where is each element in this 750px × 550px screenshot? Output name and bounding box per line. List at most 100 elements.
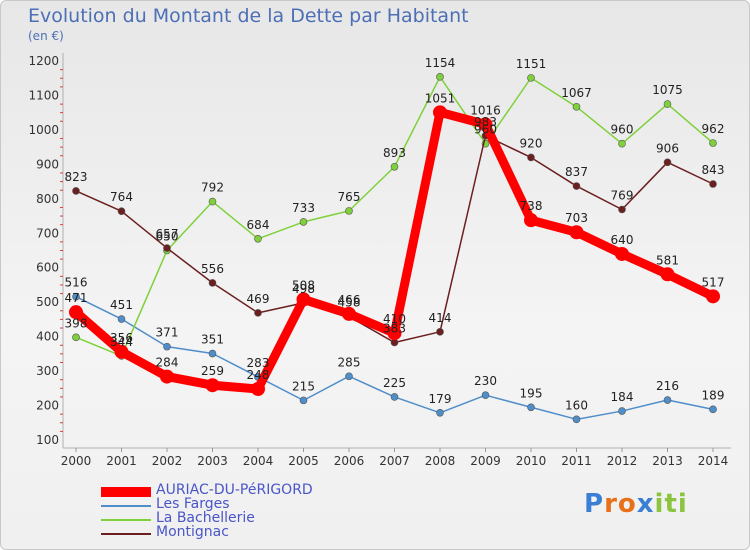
logo-letter: P: [584, 489, 605, 519]
y-tick-label: 700: [36, 226, 59, 240]
data-point: [436, 328, 444, 336]
data-label: 960: [611, 123, 634, 137]
logo-letter: r: [604, 489, 618, 519]
data-point: [572, 415, 581, 424]
data-label: 1151: [516, 57, 547, 71]
x-tick-label: 2001: [106, 454, 137, 468]
data-label: 398: [65, 316, 88, 330]
x-tick-label: 2011: [561, 454, 592, 468]
y-tick-label: 100: [36, 433, 59, 447]
data-label: 184: [611, 390, 634, 404]
data-label: 765: [338, 190, 361, 204]
y-tick-label: 400: [36, 330, 59, 344]
data-point: [254, 234, 262, 243]
y-tick-label: 500: [36, 295, 59, 309]
data-label: 920: [520, 136, 543, 150]
data-point: [299, 218, 308, 226]
logo-letter: i: [654, 489, 665, 519]
logo-letter: o: [617, 489, 637, 519]
data-label: 225: [383, 376, 406, 390]
unit-label: (en €): [28, 29, 64, 43]
data-label: 983: [474, 115, 497, 129]
data-point: [208, 349, 217, 358]
data-point: [163, 342, 171, 351]
data-point: [615, 246, 629, 261]
data-point: [709, 405, 717, 414]
data-label: 285: [338, 355, 361, 369]
data-point: [524, 213, 538, 228]
x-tick-label: 2000: [61, 454, 92, 468]
data-point: [618, 205, 626, 214]
data-point: [160, 369, 174, 384]
data-point: [660, 267, 675, 282]
data-label: 1067: [561, 86, 592, 100]
y-tick-label: 1100: [28, 88, 59, 102]
data-label: 344: [110, 335, 133, 349]
legend-swatch: [101, 505, 151, 507]
data-label: 466: [338, 293, 361, 307]
logo-letter: t: [664, 489, 678, 519]
x-tick-label: 2002: [152, 454, 183, 468]
data-label: 469: [247, 292, 270, 306]
data-label: 383: [383, 321, 406, 335]
data-point: [433, 105, 447, 120]
x-tick-label: 2005: [288, 454, 319, 468]
data-label: 160: [565, 398, 588, 412]
data-point: [663, 158, 672, 167]
legend-swatch: [101, 487, 151, 497]
data-point: [299, 396, 308, 405]
y-tick-label: 200: [36, 399, 59, 413]
data-label: 230: [474, 374, 497, 388]
data-label: 650: [156, 230, 179, 244]
data-point: [527, 74, 535, 82]
data-point: [117, 207, 126, 216]
data-label: 414: [429, 311, 452, 325]
data-label: 351: [201, 333, 224, 347]
data-point: [72, 333, 80, 342]
data-label: 733: [292, 201, 315, 215]
data-point: [72, 187, 80, 195]
data-point: [345, 372, 353, 381]
data-point: [572, 103, 581, 111]
data-label: 893: [383, 146, 406, 160]
data-label: 843: [702, 163, 725, 177]
legend-label: Montignac: [156, 524, 229, 540]
x-tick-label: 2008: [425, 454, 456, 468]
data-label: 657: [156, 227, 179, 241]
data-point: [390, 393, 399, 401]
x-tick-label: 2012: [607, 454, 638, 468]
data-point: [72, 292, 80, 301]
data-label: 356: [110, 331, 133, 345]
y-tick-label: 1200: [28, 54, 59, 68]
data-label: 458: [338, 296, 361, 310]
data-label: 792: [201, 181, 224, 195]
legend-label: AURIAC-DU-PéRIGORD: [156, 482, 313, 498]
data-label: 764: [110, 190, 133, 204]
data-point: [345, 207, 353, 215]
data-label: 284: [156, 356, 179, 370]
x-tick-label: 2014: [698, 454, 729, 468]
data-label: 823: [65, 170, 88, 184]
data-point: [618, 139, 626, 148]
data-label: 703: [565, 211, 588, 225]
data-label: 738: [520, 199, 543, 213]
data-point: [296, 292, 311, 307]
y-tick-label: 600: [36, 261, 59, 275]
data-point: [481, 391, 490, 400]
legend-swatch: [101, 533, 151, 535]
data-point: [618, 407, 626, 415]
legend-label: Les Farges: [156, 496, 230, 512]
data-point: [69, 305, 83, 320]
x-tick-label: 2009: [470, 454, 501, 468]
x-tick-label: 2006: [334, 454, 365, 468]
data-label: 684: [247, 218, 270, 232]
logo-letter: x: [636, 489, 655, 519]
data-point: [205, 378, 220, 393]
y-tick-label: 900: [36, 157, 59, 171]
data-label: 283: [247, 356, 270, 370]
x-tick-label: 2007: [379, 454, 410, 468]
data-label: 215: [292, 379, 315, 393]
data-point: [663, 396, 672, 404]
data-point: [390, 162, 399, 171]
